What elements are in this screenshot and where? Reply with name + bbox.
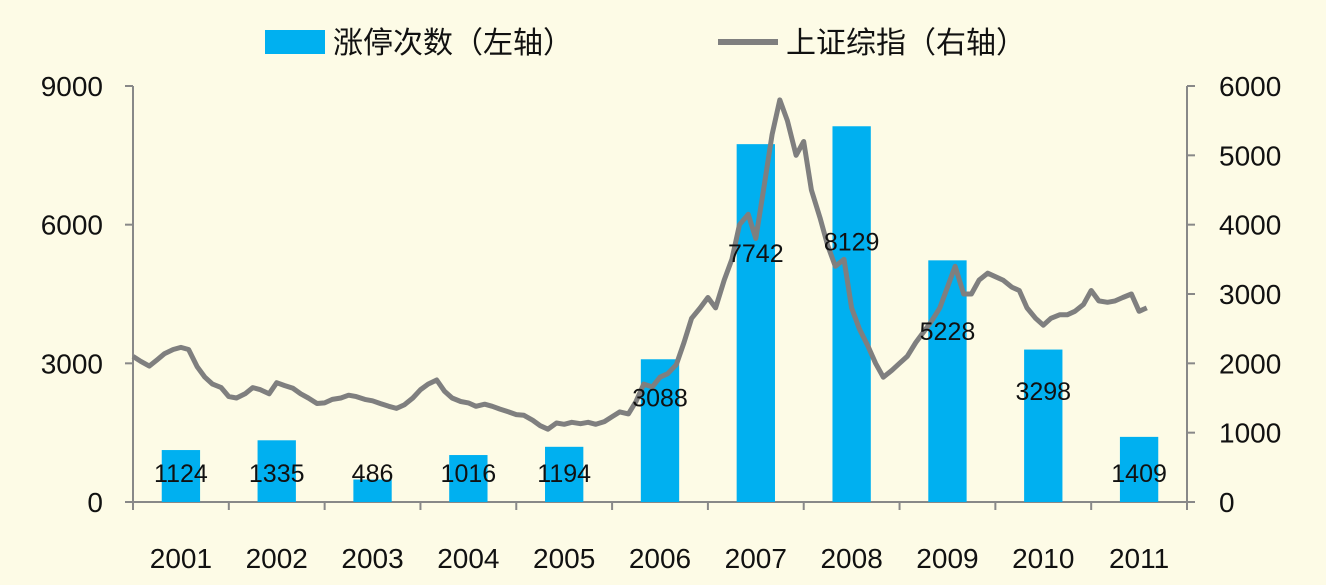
right-tick-label: 2000 <box>1219 348 1281 379</box>
right-tick-label: 4000 <box>1219 210 1281 241</box>
bar-value-label: 1194 <box>537 460 591 488</box>
bar <box>1119 436 1159 502</box>
left-tick-label: 6000 <box>41 210 103 241</box>
right-tick-label: 0 <box>1219 487 1235 518</box>
x-axis-ticks: 2001 2002 2003 2004 2005 2006 2007 2008 2009 2010… <box>132 502 1188 574</box>
bar-series <box>161 126 1159 502</box>
index-line <box>131 97 1148 432</box>
x-tick-label: 2006 <box>629 543 691 574</box>
x-tick-label: 2011 <box>1109 543 1169 574</box>
legend-label-line: 上证综指（右轴） <box>786 26 1026 61</box>
bar-value-label: 486 <box>352 460 394 488</box>
bar <box>353 479 392 502</box>
bar <box>449 455 488 502</box>
left-tick-label: 0 <box>87 487 103 518</box>
right-axis-ticks: 0 1000 2000 3000 4000 5000 6000 <box>1187 71 1281 518</box>
bar-value-label: 1409 <box>1111 460 1167 488</box>
bar <box>1024 349 1063 502</box>
bar-value-label: 5228 <box>920 318 976 346</box>
legend-swatch-bars <box>265 30 325 54</box>
bar <box>736 144 775 502</box>
right-tick-label: 5000 <box>1219 140 1281 171</box>
left-tick-label: 9000 <box>41 71 103 102</box>
x-tick-label: 2005 <box>533 543 595 574</box>
bar <box>257 440 296 502</box>
bar-value-label: 1335 <box>249 460 305 488</box>
bar <box>928 260 967 502</box>
x-tick-label: 2008 <box>820 543 882 574</box>
x-tick-label: 2002 <box>246 543 308 574</box>
x-tick-label: 2007 <box>725 543 787 574</box>
x-tick-label: 2004 <box>437 543 499 574</box>
legend-label-bars: 涨停次数（左轴） <box>333 26 573 61</box>
bar-value-label: 3088 <box>632 384 688 412</box>
x-tick-label: 2003 <box>341 543 403 574</box>
bar <box>161 450 201 502</box>
bar-data-labels: 1124 1335 486 1016 1194 3088 7742 8129 5228 3298 1… <box>154 228 1167 488</box>
x-tick-label: 2009 <box>916 543 978 574</box>
line-series <box>131 97 1148 432</box>
left-tick-label: 3000 <box>41 348 103 379</box>
left-axis-ticks: 0 3000 6000 9000 <box>41 71 133 518</box>
bar-value-label: 8129 <box>824 228 880 256</box>
bar-value-label: 1124 <box>154 460 208 488</box>
x-tick-label: 2001 <box>150 543 212 574</box>
bar-value-label: 1016 <box>441 460 497 488</box>
bar <box>545 446 584 502</box>
x-tick-label: 2010 <box>1012 543 1074 574</box>
bar-value-label: 7742 <box>728 240 784 268</box>
chart-legend: 涨停次数（左轴） 上证综指（右轴） <box>265 26 1026 61</box>
right-tick-label: 3000 <box>1219 279 1281 310</box>
right-tick-label: 6000 <box>1219 71 1281 102</box>
right-tick-label: 1000 <box>1219 418 1281 449</box>
bar-value-label: 3298 <box>1015 378 1071 406</box>
